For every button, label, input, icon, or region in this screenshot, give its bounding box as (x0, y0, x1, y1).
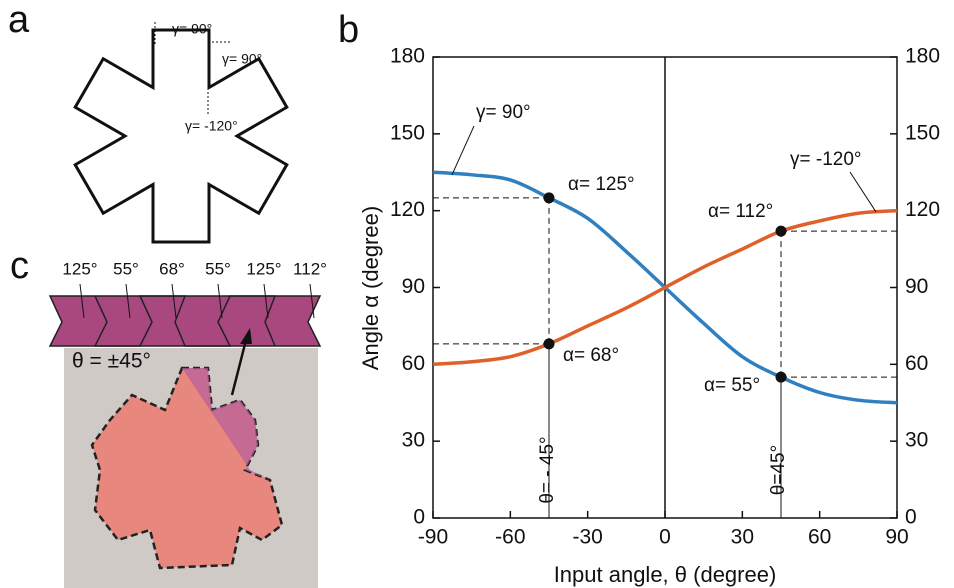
fold-arrow (171, 283, 177, 319)
fold-arrow (263, 283, 269, 319)
fold-angle: 55° (113, 259, 139, 278)
series-label: γ= -120° (790, 149, 862, 170)
annotation: α= 125° (568, 174, 635, 195)
x-tick-label: -90 (418, 526, 448, 549)
y-tick-label: 30 (402, 429, 425, 452)
fold-angle: 125° (246, 259, 281, 278)
y2-tick-label: 150 (905, 121, 940, 144)
y-axis-title: Angle α (degree) (358, 206, 383, 370)
point (543, 338, 555, 350)
x-tick-label: 30 (731, 526, 754, 549)
fold-arrow (309, 283, 315, 319)
leader (849, 171, 877, 213)
arrow (230, 339, 248, 396)
y-tick-label: 150 (390, 121, 425, 144)
series-label: γ= 90° (476, 102, 531, 123)
strip (48, 295, 322, 347)
point (543, 192, 555, 204)
y2-tick-label: 120 (905, 198, 940, 221)
y2-tick-label: 90 (905, 275, 928, 298)
panel-letter: a (8, 0, 30, 41)
y-tick-label: 60 (402, 352, 425, 375)
annotation: θ= - 45° (537, 436, 558, 503)
fold-lines (93, 295, 277, 347)
fold-angles: 125° 55° 68° 55° 125° 112° (62, 259, 327, 319)
star-outline (73, 28, 289, 244)
x-tick-label: -30 (572, 526, 602, 549)
fold-angle: 55° (205, 259, 231, 278)
y2-tick-label: 30 (905, 429, 928, 452)
photo-highlight (182, 368, 270, 480)
y-tick-label: 180 (390, 45, 425, 68)
annotation: θ=45° (768, 445, 789, 495)
series-line (432, 208, 898, 367)
y2-tick-label: 0 (905, 506, 917, 529)
fold-angle: 112° (293, 259, 327, 278)
x-tick-label: 90 (885, 526, 908, 549)
panel-letter: b (338, 9, 359, 51)
annotation: α= 68° (563, 345, 619, 366)
point (775, 371, 787, 383)
annotation: α= 112° (708, 201, 773, 222)
angle-label: γ= 90° (222, 51, 262, 67)
fold-arrow (125, 283, 131, 319)
y-tick-label: 90 (402, 275, 425, 298)
y2-tick-label: 60 (905, 352, 928, 375)
angle-label: γ= 90° (172, 21, 212, 37)
y-tick-label: 0 (413, 506, 425, 529)
x-tick-label: -60 (495, 526, 525, 549)
fold-angle: 125° (62, 259, 97, 278)
annotation: α= 55° (704, 375, 760, 396)
y-tick-label: 120 (390, 198, 425, 221)
panel-letter: c (10, 245, 29, 287)
x-axis-title: Input angle, θ (degree) (554, 562, 777, 587)
arrow-head (240, 328, 252, 344)
fold-angle: 68° (159, 259, 185, 278)
angle-label: γ= -120° (185, 118, 238, 134)
x-tick-label: 0 (659, 526, 671, 549)
point (775, 225, 787, 237)
fold-arrow (217, 283, 223, 319)
x-tick-label: 60 (808, 526, 831, 549)
y2-tick-label: 180 (905, 45, 940, 68)
leader (451, 125, 475, 176)
theta-label: θ = ±45° (72, 350, 151, 373)
fold-arrow (79, 283, 85, 319)
